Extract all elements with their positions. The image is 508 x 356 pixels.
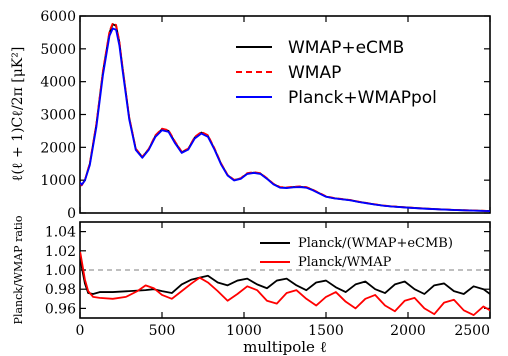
legend-label-planck-wmap-ecmb: Planck/(WMAP+eCMB): [298, 236, 453, 251]
top-y-tick-label: 4000: [40, 75, 76, 91]
bottom-panel-ticks: 0.96 0.98 1.00 1.02 1.04 0 500 1000 1500 2000 2500: [45, 222, 491, 339]
top-series-wmap: [80, 22, 490, 212]
x-tick-label: 1500: [308, 323, 344, 339]
bottom-y-tick-label: 1.00: [45, 263, 76, 279]
x-tick-label: 1000: [226, 323, 262, 339]
bottom-y-axis-label: Planck/WMAP ratio: [12, 215, 25, 324]
x-tick-label: 2500: [454, 323, 490, 339]
legend-label-wmap: WMAP: [288, 63, 341, 83]
top-y-tick-label: 2000: [40, 140, 76, 156]
legend-label-planck-wmappol: Planck+WMAPpol: [288, 88, 437, 108]
top-y-tick-label: 5000: [40, 42, 76, 58]
x-tick-label: 0: [76, 323, 85, 339]
top-y-tick-label: 1000: [40, 173, 76, 189]
top-legend: WMAP+eCMB WMAP Planck+WMAPpol: [236, 38, 437, 108]
x-tick-label: 500: [149, 323, 176, 339]
bottom-y-tick-label: 0.98: [45, 282, 76, 298]
bottom-legend: Planck/(WMAP+eCMB) Planck/WMAP: [260, 236, 453, 270]
bottom-series-planck-wmap: [80, 251, 490, 317]
top-panel-frame: [79, 15, 491, 214]
legend-label-planck-wmap: Planck/WMAP: [298, 255, 392, 270]
bottom-series-planck-wmap-ecmb: [80, 257, 490, 295]
bottom-y-tick-label: 1.04: [45, 225, 76, 241]
bottom-panel-series: [80, 251, 490, 317]
top-y-axis-label: ℓ(ℓ + 1)Cℓ/2π [μK²]: [10, 47, 26, 182]
x-axis-label: multipole ℓ: [243, 338, 327, 356]
top-panel-ticks: 0 1000 2000 3000 4000 5000 6000: [40, 9, 491, 222]
top-panel-series: [80, 22, 490, 213]
top-y-tick-label: 3000: [40, 108, 76, 124]
x-tick-label: 2000: [390, 323, 426, 339]
top-y-tick-label: 6000: [40, 9, 76, 25]
top-y-tick-label: 0: [67, 206, 76, 222]
top-series-planck-wmappol: [80, 27, 490, 213]
legend-label-wmap-ecmb: WMAP+eCMB: [288, 38, 404, 58]
bottom-y-tick-label: 0.96: [45, 301, 76, 317]
bottom-y-tick-label: 1.02: [45, 244, 76, 260]
top-series-wmap-ecmb: [80, 23, 490, 212]
